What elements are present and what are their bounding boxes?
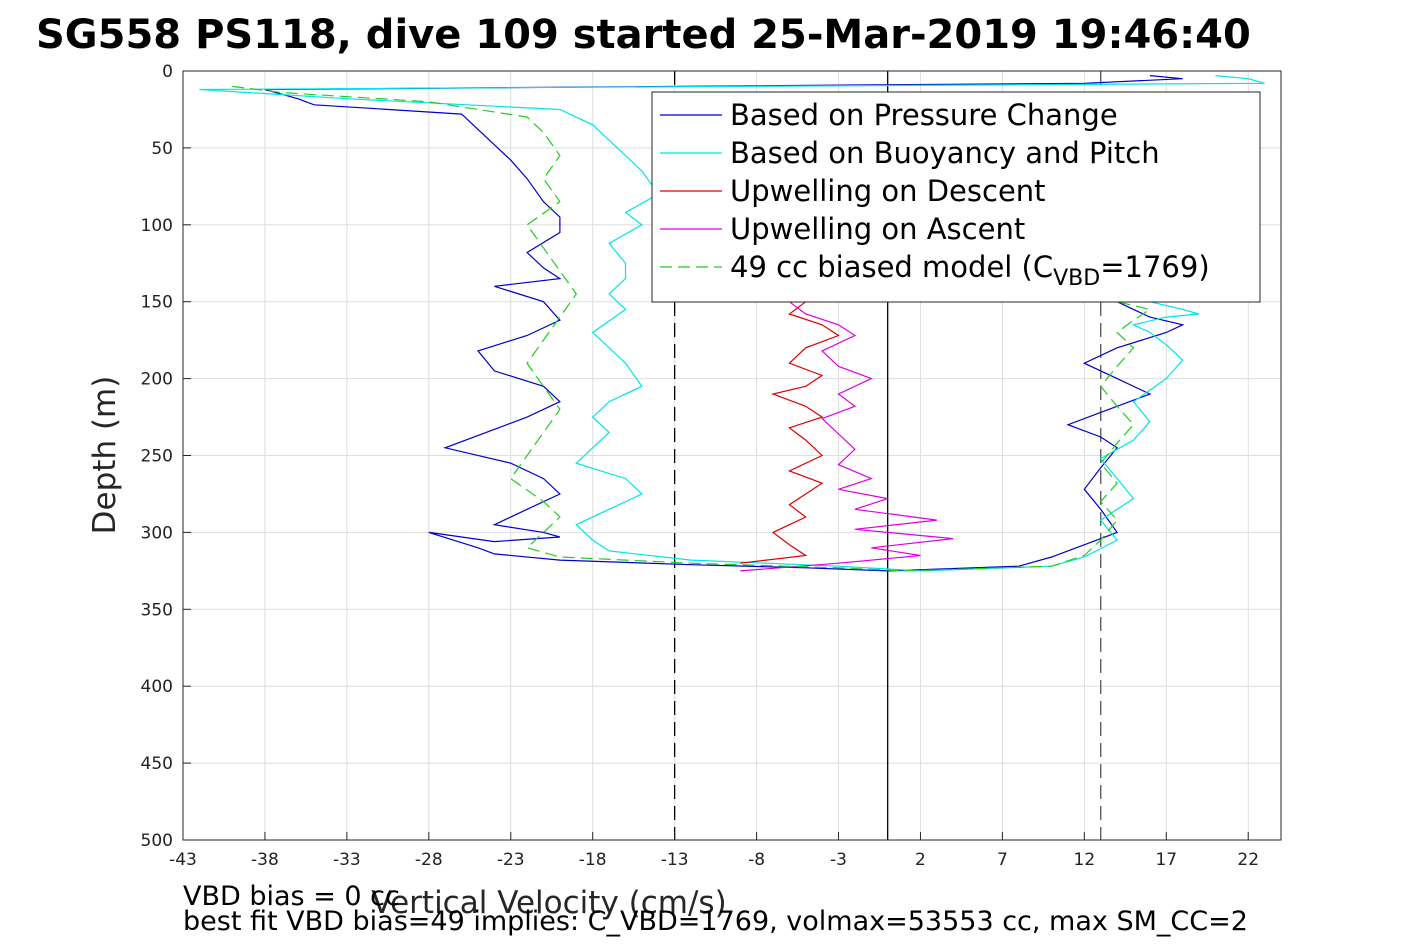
x-tick-label: -33 (333, 850, 361, 870)
legend-box (651, 91, 1261, 303)
x-tick-labels: -43 -38 -33 -28 -23 -18 -13 -8 -3 2 7 12 17 22 (169, 832, 1259, 870)
y-tick-label: 300 (141, 523, 173, 543)
y-tick-label: 200 (141, 370, 173, 390)
x-tick-label: -38 (251, 850, 279, 870)
series-2 (740, 301, 840, 564)
x-tick-label: 12 (1074, 850, 1096, 870)
x-tick-label: -3 (830, 850, 847, 870)
vbd-bias-note: VBD bias = 0 cc (183, 881, 400, 912)
x-tick-label: 22 (1237, 850, 1259, 870)
chart-title: SG558 PS118, dive 109 started 25-Mar-201… (36, 12, 1251, 58)
x-tick-label: 7 (997, 850, 1008, 870)
y-tick-label: 500 (141, 831, 173, 851)
y-tick-labels: 0 50 100 150 200 250 300 350 400 450 500 (141, 62, 191, 851)
x-tick-label: -28 (415, 850, 443, 870)
series-4 (232, 85, 1152, 572)
x-axis-label: Vertical Velocity (cm/s) (371, 885, 726, 921)
series-3 (740, 301, 954, 572)
data-series (199, 75, 1265, 572)
y-tick-label: 350 (141, 600, 173, 620)
series-line (740, 301, 840, 564)
series-line (904, 301, 1152, 572)
x-tick-label: -43 (169, 850, 197, 870)
series-line (740, 301, 954, 572)
y-tick-label: 450 (141, 754, 173, 774)
y-tick-label: 0 (162, 62, 173, 82)
x-tick-label: 17 (1155, 850, 1177, 870)
series-line (920, 301, 1200, 572)
x-tick-label: -8 (748, 850, 765, 870)
series-line (232, 85, 905, 572)
series-line (199, 75, 1265, 572)
legend: Based on Pressure Change Based on Buoyanc… (651, 91, 1261, 303)
series-0 (264, 75, 1185, 572)
x-tick-label: -18 (579, 850, 607, 870)
series-1 (199, 75, 1265, 572)
y-tick-label: 150 (141, 293, 173, 313)
legend-label: Upwelling on Descent (730, 174, 1046, 208)
legend-label: Based on Pressure Change (730, 98, 1118, 132)
y-tick-label: 50 (151, 139, 173, 159)
legend-label: Upwelling on Ascent (730, 212, 1025, 246)
y-tick-label: 250 (141, 447, 173, 467)
x-tick-label: -23 (497, 850, 525, 870)
legend-label: Based on Buoyancy and Pitch (730, 136, 1160, 170)
y-tick-label: 100 (141, 216, 173, 236)
y-tick-label: 400 (141, 677, 173, 697)
series-line (887, 301, 1185, 572)
x-tick-label: -13 (661, 850, 689, 870)
y-axis-label: Depth (m) (87, 376, 123, 535)
series-line (264, 75, 1183, 572)
best-fit-note: best fit VBD bias=49 implies: C_VBD=1769… (183, 906, 1248, 937)
x-tick-label: 2 (915, 850, 926, 870)
